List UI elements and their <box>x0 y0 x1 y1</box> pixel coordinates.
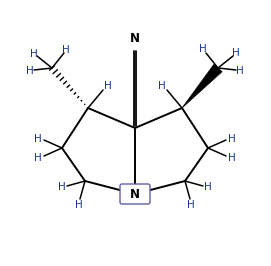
Text: H: H <box>58 182 66 192</box>
Text: H: H <box>62 45 70 55</box>
Text: H: H <box>75 200 83 210</box>
Text: H: H <box>228 134 236 144</box>
Text: N: N <box>130 32 140 45</box>
Text: H: H <box>26 66 34 76</box>
Text: H: H <box>236 66 244 76</box>
Text: H: H <box>228 153 236 163</box>
Text: H: H <box>34 134 42 144</box>
Text: H: H <box>104 81 112 91</box>
FancyBboxPatch shape <box>120 184 150 204</box>
Text: H: H <box>199 44 207 54</box>
Text: H: H <box>158 81 166 91</box>
Text: N: N <box>130 188 140 201</box>
Text: H: H <box>34 153 42 163</box>
Text: H: H <box>232 48 240 58</box>
Polygon shape <box>182 64 222 108</box>
Text: H: H <box>204 182 212 192</box>
Text: H: H <box>187 200 195 210</box>
Text: H: H <box>30 49 38 59</box>
